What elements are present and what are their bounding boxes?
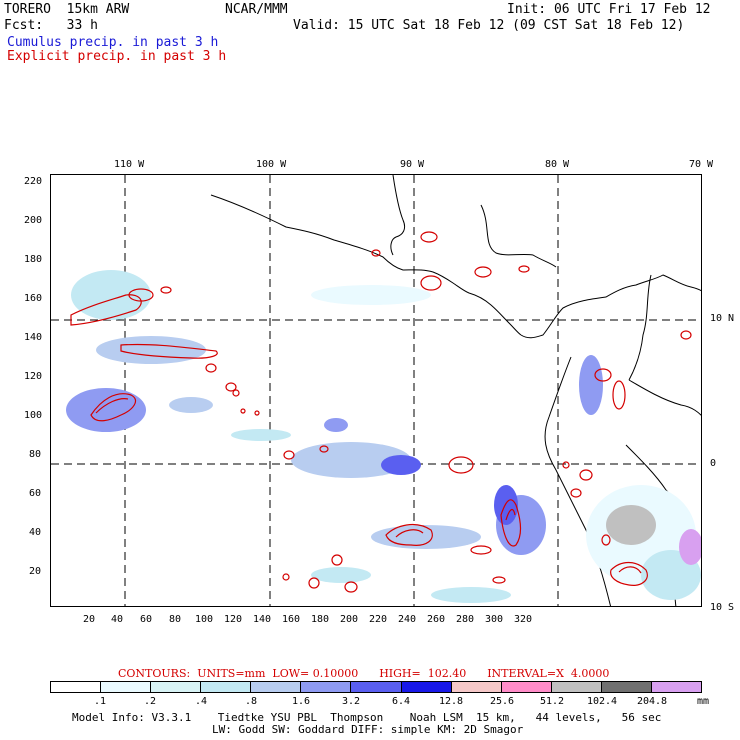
precip-colorbar: [50, 681, 702, 693]
model-info: Model Info: V3.3.1 Tiedtke YSU PBL Thomp…: [72, 711, 662, 724]
grid-y-label: 180: [24, 254, 43, 265]
colorbar-swatch: [201, 682, 252, 692]
grid-y-label: 220: [24, 176, 43, 187]
lon-label: 80 W: [545, 159, 570, 170]
grid-x-label: 80: [169, 614, 182, 625]
colorbar-swatch: [301, 682, 352, 692]
grid-x-label: 100: [195, 614, 214, 625]
grid-y-label: 60: [29, 488, 42, 499]
colorbar-label: 12.8: [438, 696, 464, 707]
colorbar-label: 1.6: [291, 696, 311, 707]
colorbar-swatch: [551, 682, 602, 692]
grid-x-label: 240: [398, 614, 417, 625]
coastlines: [210, 175, 701, 606]
colorbar-swatch: [51, 682, 102, 692]
cumulus-precip-field: [66, 270, 701, 603]
grid-y-label: 160: [24, 293, 43, 304]
lon-label: 100 W: [256, 159, 287, 170]
map-canvas: [51, 175, 701, 606]
grid-x-label: 280: [456, 614, 475, 625]
grid-x-label: 60: [140, 614, 153, 625]
init-time: Init: 06 UTC Fri 17 Feb 12: [507, 2, 711, 17]
grid-x-label: 120: [224, 614, 243, 625]
colorbar-label: 51.2: [539, 696, 565, 707]
grid-y-label: 40: [29, 527, 42, 538]
colorbar-swatch: [451, 682, 502, 692]
grid-y-label: 100: [24, 410, 43, 421]
colorbar-label: 102.4: [586, 696, 618, 707]
grid-x-label: 20: [83, 614, 96, 625]
colorbar-swatch: [401, 682, 452, 692]
grid-x-label: 260: [427, 614, 446, 625]
lat-label: 10 S: [710, 602, 735, 613]
lon-label: 70 W: [689, 159, 714, 170]
grid-x-label: 40: [111, 614, 124, 625]
colorbar-swatch: [501, 682, 552, 692]
contours-info: CONTOURS: UNITS=mm LOW= 0.10000 HIGH= 10…: [118, 667, 610, 680]
legend-cumulus: Cumulus precip. in past 3 h: [7, 35, 219, 50]
colorbar-label: .1: [93, 696, 107, 707]
lon-label: 110 W: [114, 159, 145, 170]
grid-y-label: 20: [29, 566, 42, 577]
colorbar-label: .2: [143, 696, 157, 707]
colorbar-swatch: [601, 682, 652, 692]
grid-x-label: 160: [282, 614, 301, 625]
grid-y-label: 80: [29, 449, 42, 460]
colorbar-swatch: [351, 682, 402, 692]
grid-x-label: 140: [253, 614, 272, 625]
grid-y-label: 140: [24, 332, 43, 343]
lon-label: 90 W: [400, 159, 425, 170]
colorbar-swatch: [651, 682, 702, 692]
precip-map: [50, 174, 702, 607]
colorbar-swatch: [151, 682, 202, 692]
forecast-hour: Fcst: 33 h: [4, 18, 98, 33]
colorbar-swatch: [101, 682, 152, 692]
org-label: NCAR/MMM: [225, 2, 288, 17]
lat-label: 10 N: [710, 313, 735, 324]
colorbar-label: 25.6: [489, 696, 515, 707]
colorbar-label: 6.4: [391, 696, 411, 707]
grid-y-label: 200: [24, 215, 43, 226]
grid-x-label: 200: [340, 614, 359, 625]
colorbar-label: .4: [194, 696, 208, 707]
physics-info: LW: Godd SW: Goddard DIFF: simple KM: 2D…: [212, 723, 524, 736]
grid-y-label: 120: [24, 371, 43, 382]
grid-x-label: 300: [485, 614, 504, 625]
grid-x-label: 320: [514, 614, 533, 625]
grid-x-label: 220: [369, 614, 388, 625]
model-title: TORERO 15km ARW: [4, 2, 130, 17]
valid-time: Valid: 15 UTC Sat 18 Feb 12 (09 CST Sat …: [293, 18, 685, 33]
grid-x-label: 180: [311, 614, 330, 625]
lat-label: 0: [710, 458, 717, 469]
colorbar-unit: mm: [696, 696, 710, 707]
colorbar-label: 204.8: [636, 696, 668, 707]
explicit-precip-contours: [70, 231, 692, 593]
colorbar-swatch: [251, 682, 302, 692]
colorbar-label: 3.2: [341, 696, 361, 707]
colorbar-label: .8: [244, 696, 258, 707]
legend-explicit: Explicit precip. in past 3 h: [7, 49, 227, 64]
